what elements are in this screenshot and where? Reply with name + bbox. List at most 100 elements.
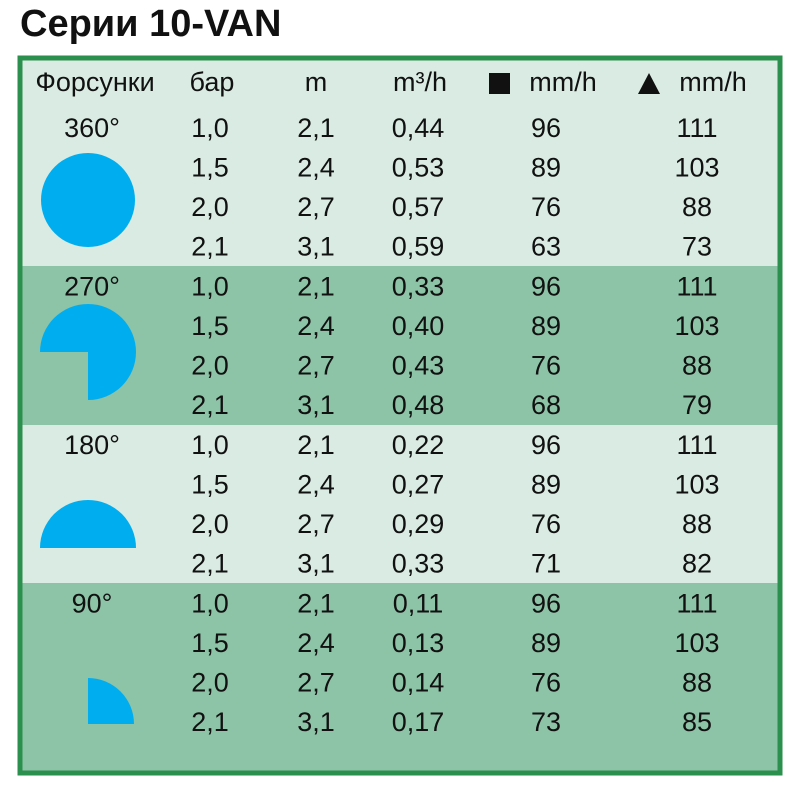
cell: 0,43 — [392, 351, 445, 381]
cell: 88 — [682, 668, 712, 698]
cell: 2,4 — [297, 628, 335, 658]
nozzle-angle: 270° — [64, 272, 120, 302]
cell: 1,5 — [191, 311, 229, 341]
group-band — [20, 266, 780, 425]
cell: 103 — [674, 311, 719, 341]
cell: 82 — [682, 549, 712, 579]
cell: 2,4 — [297, 153, 335, 183]
cell: 1,0 — [191, 430, 229, 460]
cell: 103 — [674, 470, 719, 500]
cell: 89 — [531, 311, 561, 341]
cell: 2,7 — [297, 668, 335, 698]
column-header: mm/h — [679, 67, 747, 97]
cell: 71 — [531, 549, 561, 579]
cell: 1,5 — [191, 153, 229, 183]
cell: 1,0 — [191, 589, 229, 619]
cell: 3,1 — [297, 549, 335, 579]
cell: 2,0 — [191, 668, 229, 698]
cell: 3,1 — [297, 232, 335, 262]
cell: 103 — [674, 153, 719, 183]
column-header: бар — [190, 67, 235, 97]
cell: 1,0 — [191, 113, 229, 143]
cell: 2,1 — [191, 707, 229, 737]
cell: 0,11 — [393, 589, 444, 619]
cell: 63 — [531, 232, 561, 262]
cell: 2,4 — [297, 470, 335, 500]
nozzle-angle: 360° — [64, 113, 120, 143]
cell: 0,22 — [392, 430, 445, 460]
cell: 2,1 — [191, 549, 229, 579]
cell: 76 — [531, 668, 561, 698]
cell: 0,57 — [392, 192, 445, 222]
column-header: Форсунки — [35, 67, 154, 97]
cell: 1,5 — [191, 628, 229, 658]
cell: 2,0 — [191, 509, 229, 539]
group-band — [20, 106, 780, 266]
cell: 0,33 — [392, 549, 445, 579]
cell: 0,29 — [392, 509, 445, 539]
cell: 2,1 — [297, 589, 335, 619]
square-icon — [489, 73, 510, 94]
spray-360 — [41, 153, 135, 247]
column-header: mm/h — [529, 67, 597, 97]
cell: 111 — [676, 589, 717, 619]
cell: 73 — [531, 707, 561, 737]
cell: 2,0 — [191, 351, 229, 381]
cell: 2,1 — [191, 232, 229, 262]
cell: 88 — [682, 351, 712, 381]
cell: 3,1 — [297, 707, 335, 737]
cell: 96 — [531, 589, 561, 619]
cell: 96 — [531, 113, 561, 143]
cell: 0,27 — [392, 470, 445, 500]
spray-180 — [40, 500, 136, 548]
cell: 0,48 — [392, 390, 445, 420]
cell: 0,33 — [392, 272, 445, 302]
cell: 1,5 — [191, 470, 229, 500]
cell: 96 — [531, 430, 561, 460]
cell: 0,40 — [392, 311, 445, 341]
nozzle-angle: 90° — [72, 589, 113, 619]
cell: 68 — [531, 390, 561, 420]
cell: 2,1 — [297, 272, 335, 302]
cell: 89 — [531, 470, 561, 500]
spray-270 — [40, 304, 136, 400]
cell: 111 — [676, 430, 717, 460]
cell: 2,0 — [191, 192, 229, 222]
cell: 79 — [682, 390, 712, 420]
group-band — [20, 583, 780, 773]
spray-90 — [88, 678, 134, 724]
cell: 2,7 — [297, 509, 335, 539]
cell: 103 — [674, 628, 719, 658]
cell: 96 — [531, 272, 561, 302]
cell: 88 — [682, 509, 712, 539]
cell: 111 — [676, 272, 717, 302]
cell: 0,14 — [392, 668, 445, 698]
cell: 111 — [676, 113, 717, 143]
cell: 76 — [531, 509, 561, 539]
cell: 88 — [682, 192, 712, 222]
cell: 89 — [531, 628, 561, 658]
cell: 0,17 — [392, 707, 445, 737]
cell: 85 — [682, 707, 712, 737]
cell: 0,59 — [392, 232, 445, 262]
group-band — [20, 425, 780, 583]
cell: 0,13 — [392, 628, 445, 658]
cell: 0,53 — [392, 153, 445, 183]
cell: 1,0 — [191, 272, 229, 302]
triangle-icon — [638, 73, 660, 94]
cell: 0,44 — [392, 113, 445, 143]
column-header: m³/h — [393, 67, 447, 97]
cell: 2,4 — [297, 311, 335, 341]
cell: 2,7 — [297, 192, 335, 222]
column-header: m — [305, 67, 328, 97]
cell: 2,1 — [191, 390, 229, 420]
cell: 76 — [531, 351, 561, 381]
cell: 73 — [682, 232, 712, 262]
table-border — [17, 55, 783, 776]
title: Серии 10-VAN — [20, 3, 281, 45]
cell: 3,1 — [297, 390, 335, 420]
cell: 76 — [531, 192, 561, 222]
cell: 89 — [531, 153, 561, 183]
nozzle-angle: 180° — [64, 430, 120, 460]
